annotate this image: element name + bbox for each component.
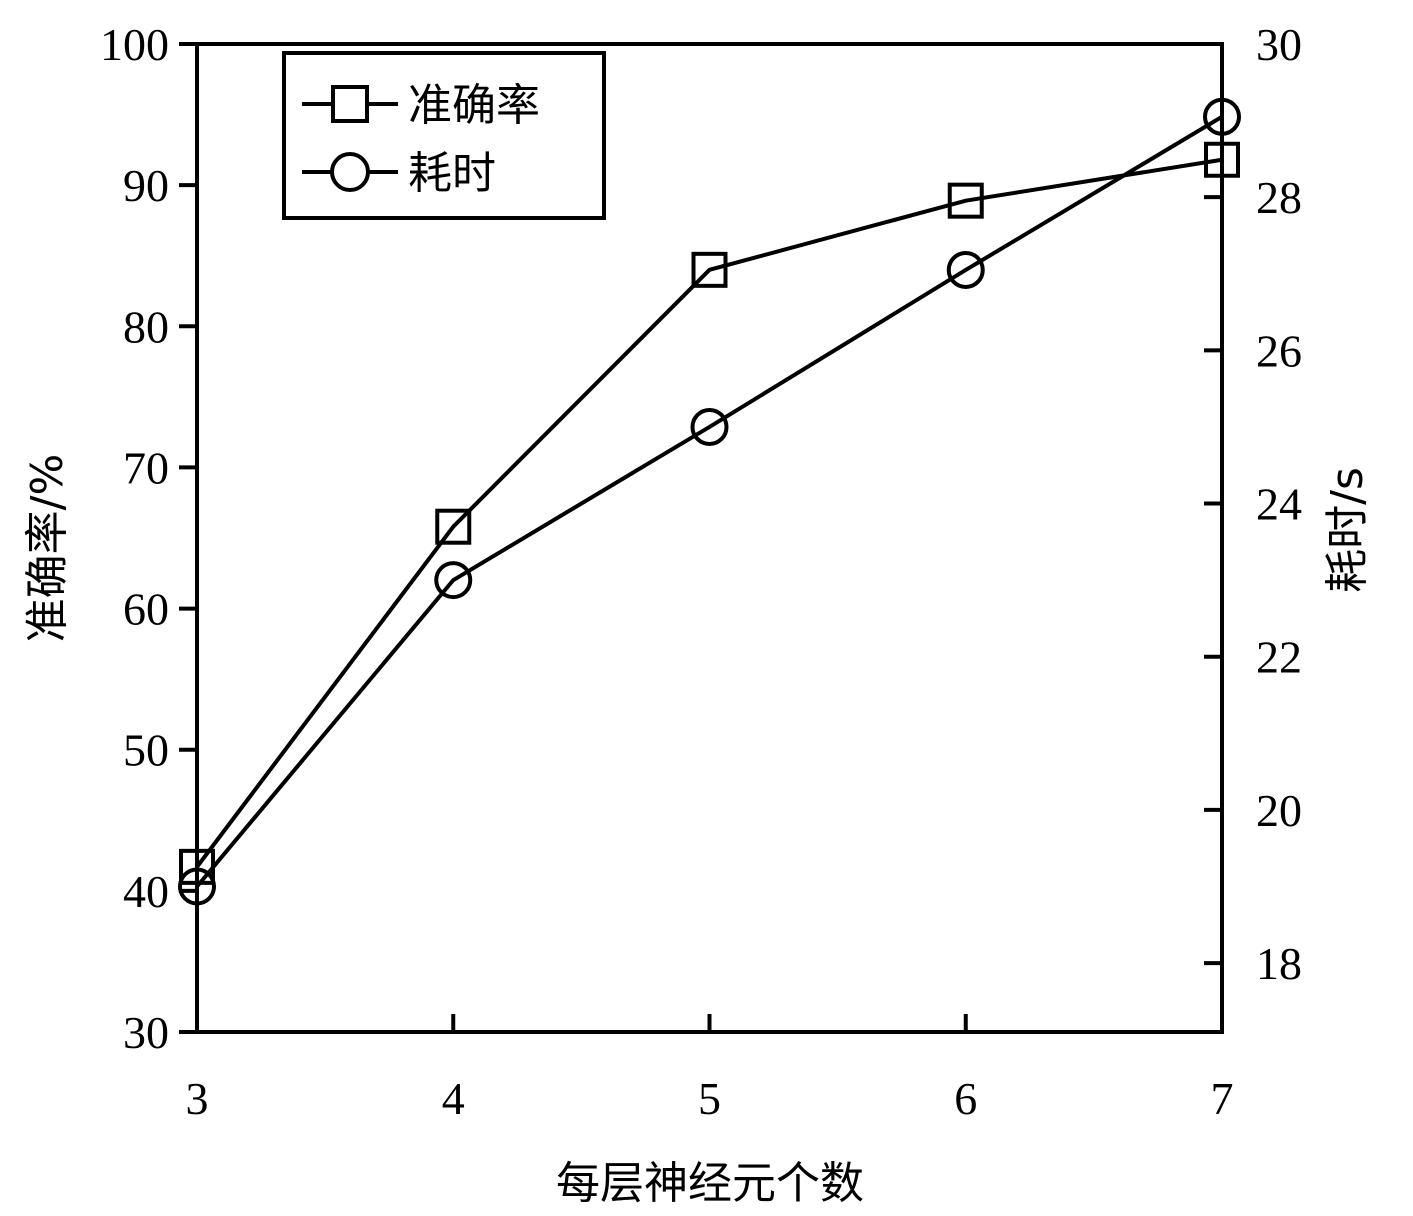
time-point bbox=[434, 561, 473, 600]
time-point bbox=[178, 867, 216, 906]
accuracy-point bbox=[691, 251, 728, 288]
series-line-accuracy bbox=[195, 157, 1223, 869]
right-axis-ticks: 18 20 22 24 26 28 30 bbox=[1204, 19, 1302, 989]
left-axis-tick-label: 50 bbox=[123, 725, 169, 776]
right-axis-tick-label: 28 bbox=[1256, 172, 1302, 223]
accuracy-point bbox=[1204, 141, 1240, 178]
accuracy-point bbox=[947, 182, 984, 219]
right-axis-tick-label: 30 bbox=[1256, 19, 1302, 70]
left-axis-tick-label: 30 bbox=[123, 1007, 169, 1058]
left-axis-ticks: 30 40 50 60 70 80 90 100 bbox=[100, 19, 197, 1058]
legend-label-accuracy: 准确率 bbox=[408, 80, 540, 131]
x-axis-ticks: 3 4 5 6 7 bbox=[186, 1014, 1234, 1124]
left-axis-tick-label: 60 bbox=[123, 584, 169, 635]
right-axis-tick-label: 24 bbox=[1256, 479, 1302, 530]
x-axis-tick-label: 7 bbox=[1211, 1073, 1234, 1124]
time-point bbox=[1203, 97, 1241, 136]
left-axis-tick-label: 90 bbox=[123, 160, 169, 211]
legend-circle-marker bbox=[330, 152, 370, 192]
x-axis-title: 每层神经元个数 bbox=[556, 1158, 864, 1209]
accuracy-point bbox=[435, 508, 472, 545]
right-axis-tick-label: 20 bbox=[1256, 785, 1302, 836]
left-axis-title: 准确率/% bbox=[22, 454, 73, 643]
series-line-time bbox=[195, 115, 1224, 888]
time-point bbox=[946, 250, 985, 289]
left-axis-tick-label: 70 bbox=[123, 442, 169, 493]
right-axis-title: 耗时/s bbox=[1322, 467, 1373, 593]
right-axis-tick-label: 26 bbox=[1256, 325, 1302, 376]
legend: 准确率 耗时 bbox=[282, 51, 606, 220]
x-axis-tick-label: 3 bbox=[186, 1073, 209, 1124]
legend-box bbox=[282, 51, 606, 220]
left-axis-tick-label: 40 bbox=[123, 866, 169, 917]
x-axis-tick-label: 6 bbox=[954, 1073, 977, 1124]
left-axis-tick-label: 80 bbox=[123, 301, 169, 352]
x-axis-tick-label: 5 bbox=[698, 1073, 721, 1124]
left-axis-tick-label: 100 bbox=[100, 19, 169, 70]
time-point bbox=[690, 407, 729, 446]
legend-square-marker bbox=[331, 85, 369, 123]
right-axis-tick-label: 22 bbox=[1256, 632, 1302, 683]
x-axis-tick-label: 4 bbox=[442, 1073, 465, 1124]
right-axis-tick-label: 18 bbox=[1256, 938, 1302, 989]
legend-label-time: 耗时 bbox=[408, 148, 496, 199]
series-layer bbox=[178, 97, 1241, 906]
